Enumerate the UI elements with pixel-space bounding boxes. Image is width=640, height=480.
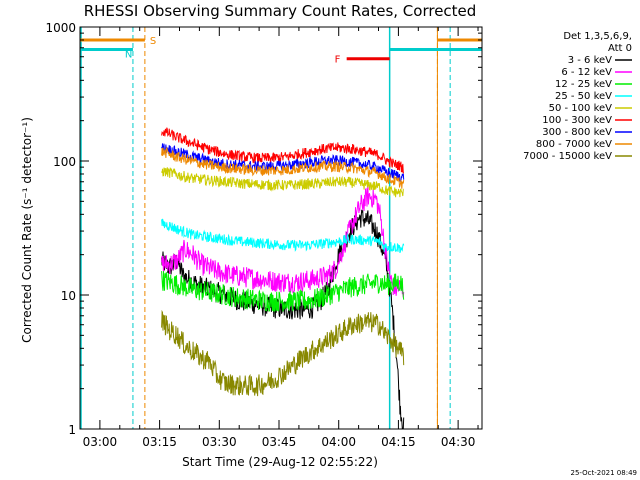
y-tick-label: 10 <box>61 289 76 303</box>
y-axis-label: Corrected Count Rate (s⁻¹ detector⁻¹) <box>20 117 34 343</box>
y-tick-label: 1000 <box>45 21 76 35</box>
y-axis: 1 10 100 1000 <box>45 21 482 437</box>
x-tick-label: 03:15 <box>142 435 177 449</box>
x-axis-label: Start Time (29-Aug-12 02:55:22) <box>182 455 378 469</box>
footer-timestamp: 25-Oct-2021 08:49 <box>571 469 637 477</box>
series-line <box>161 146 405 189</box>
legend-entry-label: 50 - 100 keV <box>549 103 613 114</box>
plot-frame <box>79 26 483 430</box>
series-line <box>161 309 405 397</box>
chart-title: RHESSI Observing Summary Count Rates, Co… <box>84 2 477 20</box>
legend-entry-label: 25 - 50 keV <box>555 91 612 102</box>
legend-entry-label: 7000 - 15000 keV <box>523 151 612 162</box>
legend-entry-label: 100 - 300 keV <box>542 115 612 126</box>
series-line <box>161 271 405 313</box>
flag-label-s: S <box>150 36 156 47</box>
legend-entry-label: 300 - 800 keV <box>542 127 612 138</box>
x-tick-label: 03:00 <box>83 435 118 449</box>
series-line <box>161 218 405 254</box>
legend-header-line-1: Det 1,3,5,6,9, <box>563 31 632 42</box>
legend-entry-label: 800 - 7000 keV <box>536 139 612 150</box>
x-tick-label: 04:30 <box>441 435 476 449</box>
flag-overlays: S N F <box>80 27 482 429</box>
x-tick-label: 04:15 <box>381 435 416 449</box>
legend-entry-label: 6 - 12 keV <box>561 67 612 78</box>
series-line <box>161 143 405 183</box>
legend-header-line-2: Att 0 <box>608 43 632 54</box>
series-line <box>161 127 405 174</box>
legend-entry-label: 3 - 6 keV <box>568 55 612 66</box>
flag-label-f: F <box>335 55 341 66</box>
x-axis: 03:00 03:15 03:30 03:45 04:00 04:15 04:30 <box>79 27 479 449</box>
x-tick-label: 03:30 <box>202 435 237 449</box>
flag-label-n: N <box>125 49 132 60</box>
x-tick-label: 03:45 <box>262 435 297 449</box>
x-tick-label: 04:00 <box>321 435 356 449</box>
series-line <box>161 167 404 198</box>
series-line <box>161 186 405 298</box>
y-tick-label: 100 <box>53 155 76 169</box>
series-layer <box>161 127 405 429</box>
legend-entry-label: 12 - 25 keV <box>555 79 612 90</box>
y-tick-label: 1 <box>68 423 76 437</box>
